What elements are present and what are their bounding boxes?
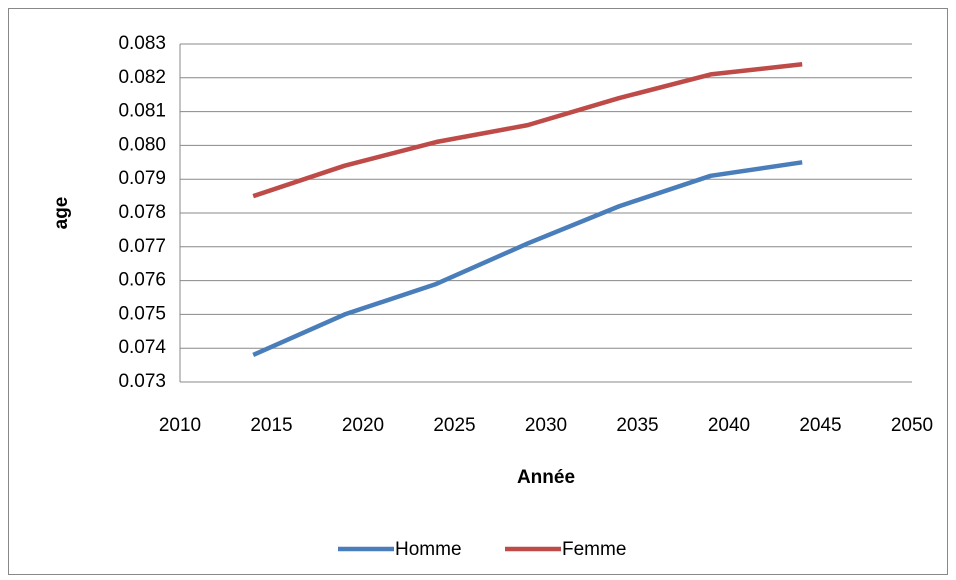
y-tick-label: 0.078 <box>118 202 166 223</box>
y-axis-title: age <box>51 197 72 230</box>
x-tick-label: 2020 <box>342 415 384 436</box>
x-tick-label: 2040 <box>708 415 750 436</box>
x-tick-label: 2025 <box>433 415 475 436</box>
x-tick-label: 2035 <box>616 415 658 436</box>
y-tick-label: 0.073 <box>118 371 166 392</box>
y-tick-label: 0.076 <box>118 270 166 291</box>
x-tick-label: 2045 <box>799 415 841 436</box>
y-tick-label: 0.080 <box>118 134 166 155</box>
y-tick-label: 0.077 <box>118 236 166 257</box>
legend-label: Homme <box>395 539 462 560</box>
x-axis-title: Année <box>517 467 575 488</box>
y-tick-label: 0.079 <box>118 168 166 189</box>
y-tick-label: 0.082 <box>118 67 166 88</box>
x-tick-label: 2030 <box>525 415 567 436</box>
y-tick-label: 0.075 <box>118 303 166 324</box>
x-tick-label: 2015 <box>250 415 292 436</box>
legend-label: Femme <box>562 539 626 560</box>
y-tick-label: 0.083 <box>118 33 166 54</box>
y-tick-label: 0.081 <box>118 101 166 122</box>
chart-border <box>8 8 948 575</box>
x-tick-label: 2050 <box>891 415 933 436</box>
y-tick-label: 0.074 <box>118 337 166 358</box>
line-series <box>252 160 803 358</box>
x-tick-label: 2010 <box>159 415 201 436</box>
line-series <box>252 62 803 199</box>
